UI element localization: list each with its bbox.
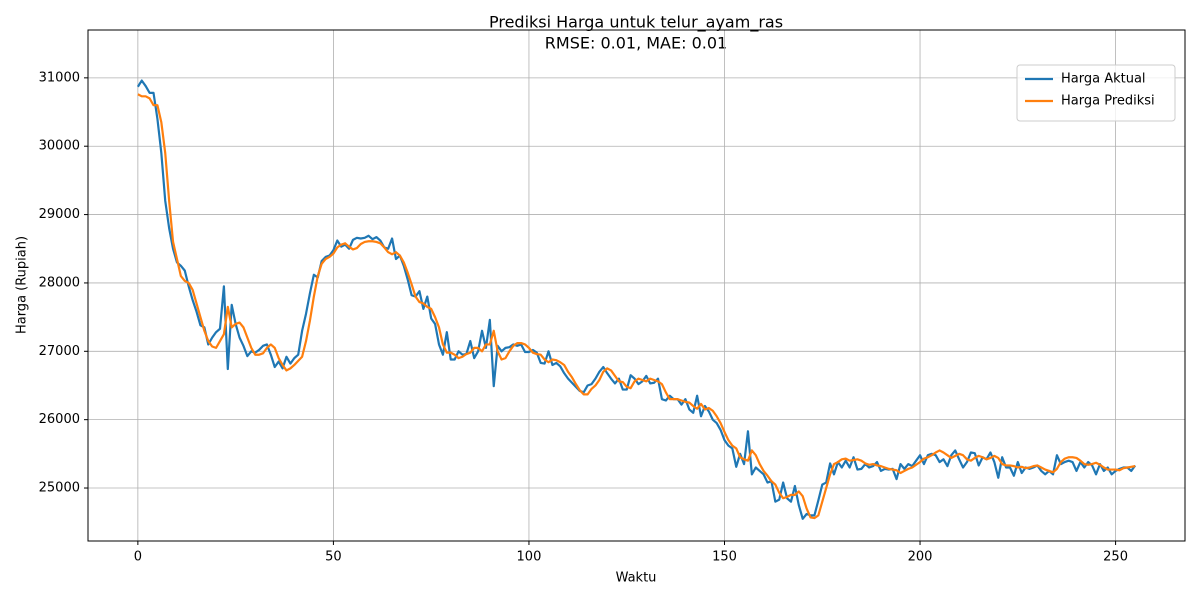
data-line [137, 93, 1136, 520]
y-tick-label: 28000 [39, 275, 80, 290]
y-tick-label: 31000 [39, 70, 80, 85]
legend-label: Harga Prediksi [1061, 94, 1155, 109]
chart-title: Prediksi Harga untuk telur_ayam_ras [489, 13, 783, 33]
y-axis-label: Harga (Rupiah) [15, 236, 30, 334]
legend-box [1016, 64, 1176, 122]
x-tick-label: 200 [908, 550, 933, 565]
y-tick-label: 29000 [39, 207, 80, 222]
data-line [136, 79, 1137, 520]
x-tick-label: 50 [325, 550, 342, 565]
legend-label: Harga Aktual [1061, 72, 1146, 87]
x-tick-label: 0 [134, 550, 142, 565]
x-axis-label: Waktu [616, 571, 657, 586]
y-tick-label: 27000 [39, 344, 80, 359]
x-tick-label: 100 [517, 550, 542, 565]
y-tick-label: 30000 [39, 139, 80, 154]
y-tick-label: 25000 [39, 481, 80, 496]
chart-subtitle: RMSE: 0.01, MAE: 0.01 [545, 34, 727, 53]
plot-frame [87, 29, 1186, 542]
y-tick-label: 26000 [39, 412, 80, 427]
x-tick-label: 150 [712, 550, 737, 565]
x-tick-label: 250 [1103, 550, 1128, 565]
